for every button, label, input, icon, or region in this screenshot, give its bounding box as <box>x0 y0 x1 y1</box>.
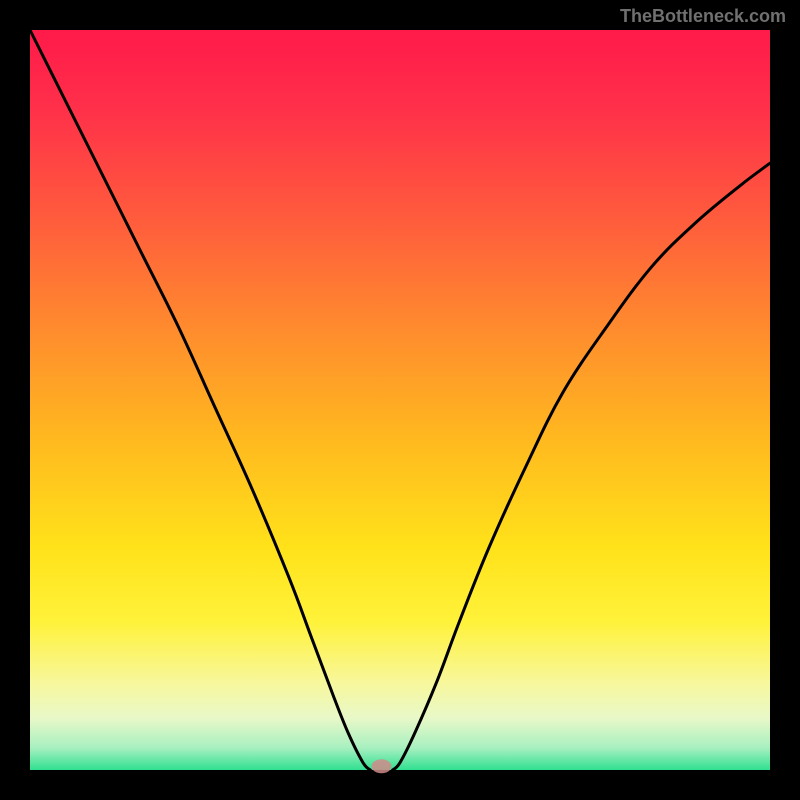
chart-container: TheBottleneck.com <box>0 0 800 800</box>
plot-background <box>30 30 770 770</box>
optimum-marker <box>372 759 392 773</box>
watermark-text: TheBottleneck.com <box>620 6 786 27</box>
bottleneck-chart <box>0 0 800 800</box>
